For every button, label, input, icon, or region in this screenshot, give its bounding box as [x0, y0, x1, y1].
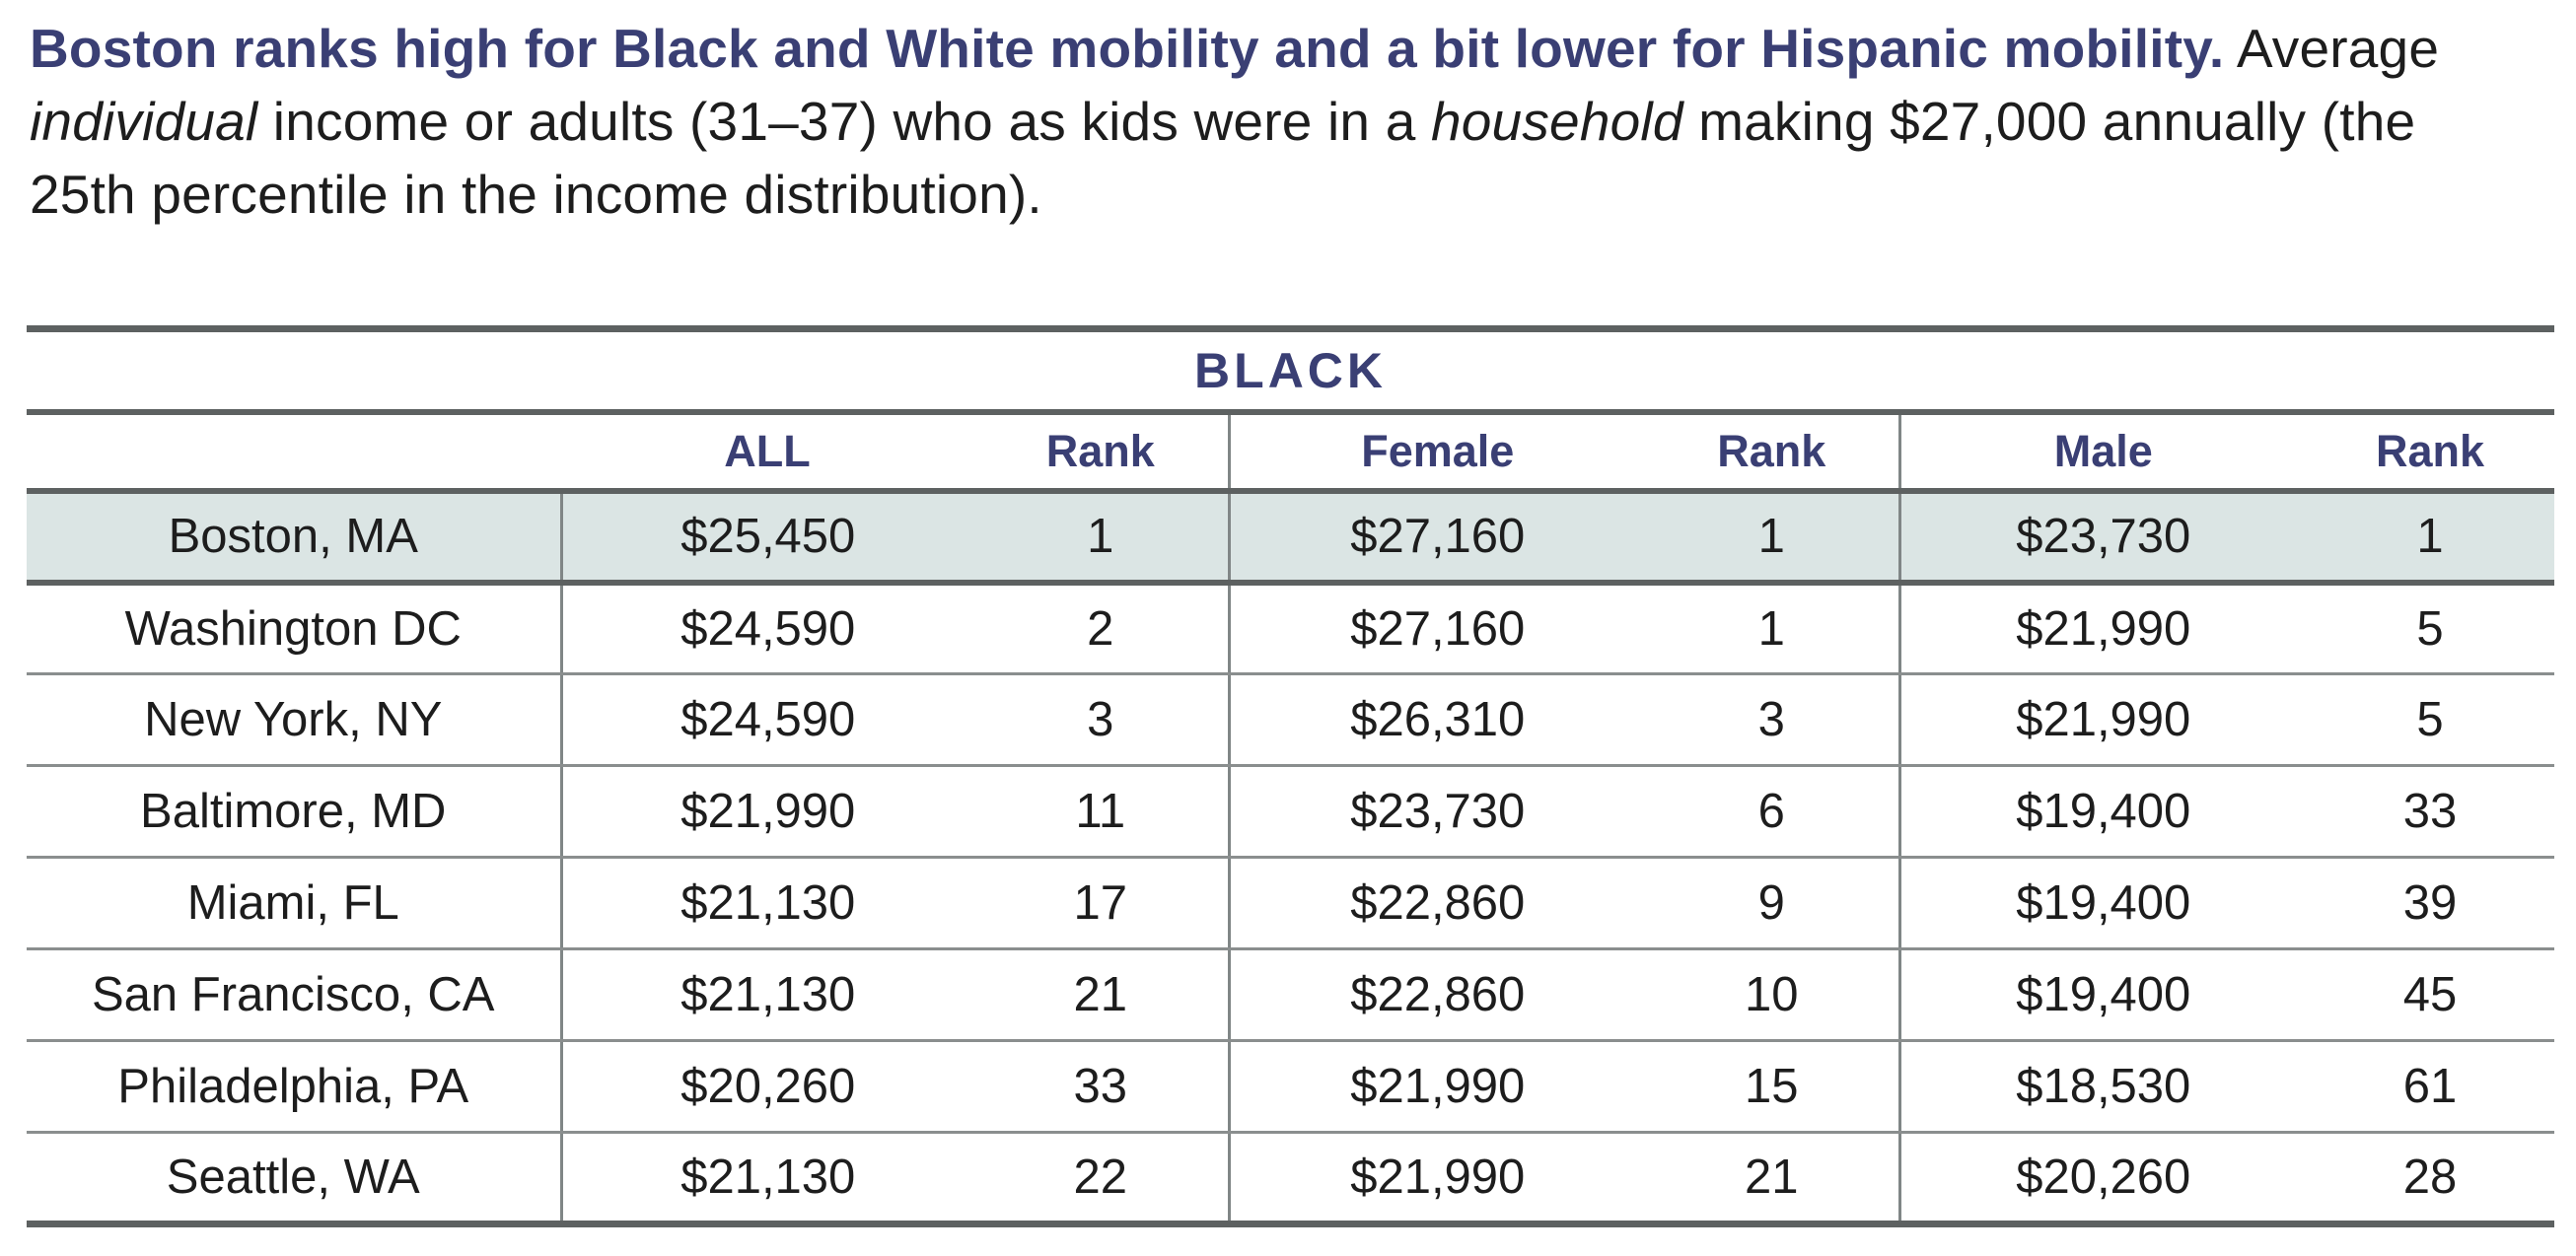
city-cell: Miami, FL — [27, 857, 563, 950]
caption-subtitle-part1: Average individual income or adults (31–… — [30, 18, 2439, 152]
male-income-cell: $21,990 — [1899, 582, 2306, 675]
male-rank-cell: 39 — [2306, 857, 2555, 950]
female-income-cell: $26,310 — [1229, 673, 1645, 767]
female-income-cell: $22,860 — [1229, 857, 1645, 950]
male-rank-cell: 28 — [2402, 1151, 2458, 1204]
table-body: Boston, MA $25,450 1 $27,160 1 $23,730 1… — [27, 490, 2555, 1224]
table-row: Boston, MA $25,450 1 $27,160 1 $23,730 1 — [27, 490, 2555, 586]
caption-headline-line2: Hispanic mobility. — [1760, 18, 2225, 79]
italic-text: individual — [30, 91, 258, 152]
plain-text: income or adults (31–37) who as kids wer… — [257, 91, 1371, 152]
city-column-header — [27, 411, 561, 494]
group-header-black: BLACK — [27, 328, 2555, 415]
mobility-table: BLACK ALL Rank Female Rank Male Rank Bos… — [27, 325, 2555, 1227]
table-row: New York, NY $24,590 3 $26,310 3 $21,990… — [27, 673, 2555, 767]
female-rank-cell: 1 — [1645, 490, 1901, 586]
female-rank-cell: 6 — [1645, 765, 1901, 859]
female-rank-cell: 10 — [1645, 948, 1901, 1042]
male-rank-cell: 5 — [2306, 582, 2555, 675]
female-income-cell: $27,160 — [1229, 582, 1645, 675]
all-rank-cell: 3 — [973, 673, 1231, 767]
city-cell: Seattle, WA — [27, 1132, 563, 1224]
all-income-cell: $25,450 — [561, 490, 973, 586]
all-income-cell: $21,130 — [680, 1151, 856, 1204]
female-income-cell: $27,160 — [1229, 490, 1645, 586]
all-rank-cell: 33 — [973, 1040, 1231, 1134]
city-cell: New York, NY — [27, 673, 563, 767]
female-rank-cell: 9 — [1645, 857, 1901, 950]
all-income-cell: $24,590 — [561, 673, 973, 767]
male-rank-cell: 33 — [2306, 765, 2555, 859]
female-income-cell: $23,730 — [1229, 765, 1645, 859]
female-rank-column-header: Rank — [1645, 411, 1899, 494]
female-rank-cell: 3 — [1645, 673, 1901, 767]
male-column-header: Male — [1897, 411, 2306, 494]
all-rank-cell: 1 — [973, 490, 1231, 586]
male-rank-cell: 61 — [2306, 1040, 2555, 1134]
city-cell: San Francisco, CA — [27, 948, 563, 1042]
male-income-cell: $21,990 — [1899, 673, 2306, 767]
table-row: San Francisco, CA $21,130 21 $22,860 10 … — [27, 948, 2555, 1042]
all-income-cell: $21,130 — [561, 948, 973, 1042]
female-rank-cell: 21 — [1645, 1132, 1901, 1224]
city-cell: Philadelphia, PA — [27, 1040, 563, 1134]
male-income-cell: $19,400 — [1899, 948, 2306, 1042]
male-rank-column-header: Rank — [2306, 411, 2555, 494]
column-header-row: ALL Rank Female Rank Male Rank — [27, 411, 2555, 494]
city-cell: Baltimore, MD — [27, 765, 563, 859]
male-rank-cell: 45 — [2306, 948, 2555, 1042]
male-rank-cell: 5 — [2306, 673, 2555, 767]
male-income-cell: $20,260 — [2016, 1151, 2191, 1204]
figure-caption: Boston ranks high for Black and White mo… — [30, 12, 2535, 231]
female-rank-cell: 15 — [1645, 1040, 1901, 1134]
female-rank-cell: 1 — [1645, 582, 1901, 675]
table-row: Washington DC $24,590 2 $27,160 1 $21,99… — [27, 582, 2555, 675]
city-cell: Washington DC — [27, 582, 563, 675]
male-income-cell: $19,400 — [1899, 765, 2306, 859]
all-rank-cell: 21 — [973, 948, 1231, 1042]
table-group-header-row: BLACK — [27, 328, 2555, 415]
table-row: Baltimore, MD $21,990 11 $23,730 6 $19,4… — [27, 765, 2555, 859]
all-income-cell: $24,590 — [561, 582, 973, 675]
all-income-cell: $21,130 — [561, 857, 973, 950]
table-row: Philadelphia, PA $20,260 33 $21,990 15 $… — [27, 1040, 2555, 1134]
all-rank-column-header: Rank — [973, 411, 1229, 494]
caption-subtitle-part2: a household making $27,000 annually (the… — [30, 91, 2415, 225]
all-income-cell: $21,990 — [561, 765, 973, 859]
table-row: Miami, FL $21,130 17 $22,860 9 $19,400 3… — [27, 857, 2555, 950]
plain-text: Average — [2224, 18, 2440, 79]
male-rank-cell: 1 — [2306, 490, 2555, 586]
all-column-header: ALL — [561, 411, 973, 494]
male-income-cell: $18,530 — [1899, 1040, 2306, 1134]
female-income-cell: $22,860 — [1229, 948, 1645, 1042]
italic-text: household — [1430, 91, 1683, 152]
female-column-header: Female — [1227, 411, 1645, 494]
female-income-cell: $21,990 — [1350, 1151, 1526, 1204]
all-rank-cell: 22 — [973, 1132, 1231, 1224]
female-income-cell: $21,990 — [1229, 1040, 1645, 1134]
city-cell: Boston, MA — [27, 490, 563, 586]
table-row: Seattle, WA $21,130 22 $21,990 21 $20,26… — [27, 1132, 2554, 1224]
male-income-cell: $19,400 — [1899, 857, 2306, 950]
male-income-cell: $23,730 — [1899, 490, 2306, 586]
plain-text: making $27,000 annually (the 25th percen… — [30, 91, 2416, 225]
all-rank-cell: 17 — [973, 857, 1231, 950]
caption-headline-line1: Boston ranks high for Black and White mo… — [30, 18, 1746, 79]
plain-text: a — [1385, 91, 1431, 152]
all-rank-cell: 11 — [973, 765, 1231, 859]
all-income-cell: $20,260 — [561, 1040, 973, 1134]
all-rank-cell: 2 — [973, 582, 1231, 675]
